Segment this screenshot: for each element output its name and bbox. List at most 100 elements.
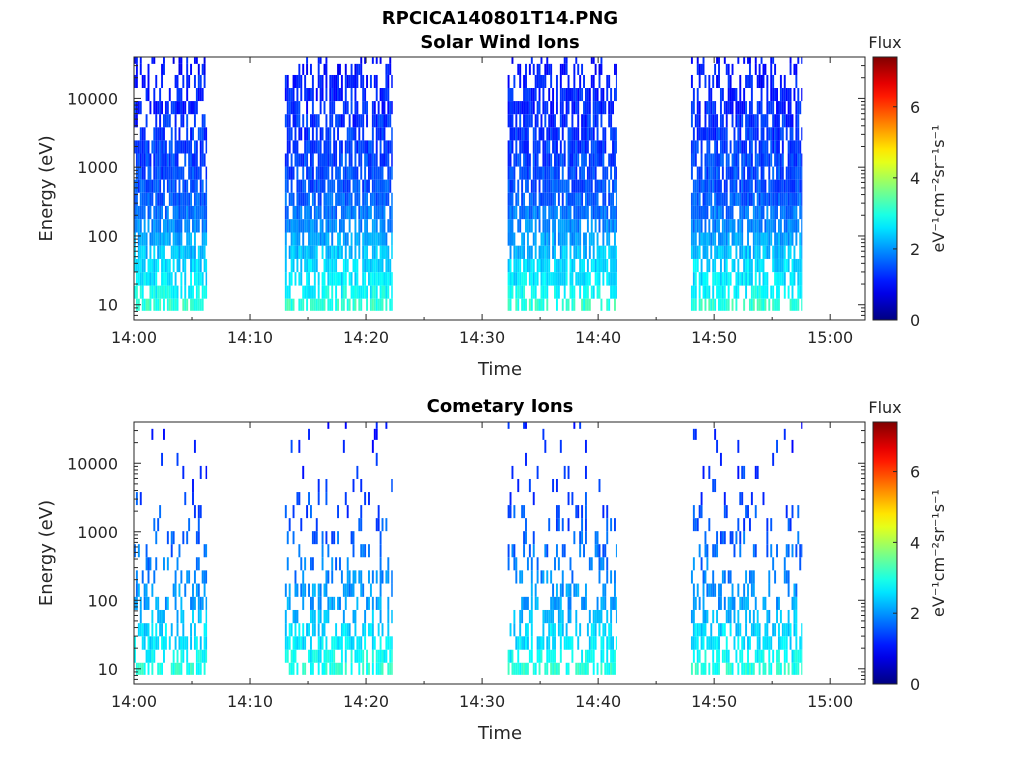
flux-cell [729,74,732,89]
flux-cell [342,298,345,311]
flux-cell [290,439,293,453]
flux-cell [538,636,541,650]
flux-cell [581,179,584,193]
flux-cell [748,74,751,89]
flux-cell [184,272,187,286]
flux-cell [525,166,527,180]
flux-cell [565,245,568,259]
flux-cell [309,649,312,663]
flux-cell [598,153,601,167]
flux-cell [197,127,200,141]
flux-cell [721,623,724,637]
flux-cell [201,219,204,233]
flux-cell [725,101,728,115]
flux-cell [161,245,164,259]
flux-cell [602,192,605,206]
flux-cell [176,101,179,115]
flux-cell [577,88,580,102]
flux-cell [575,205,578,220]
flux-cell [614,518,616,532]
flux-cell [555,272,558,286]
flux-cell [284,114,287,128]
flux-cell [534,74,537,89]
flux-cell [195,662,198,675]
flux-cell [521,179,524,193]
flux-cell [764,219,767,233]
flux-cell [190,153,193,167]
flux-cell [311,88,314,102]
flux-cell [571,114,574,128]
flux-cell [139,101,142,115]
flux-cell [134,544,136,558]
flux-cell [723,232,726,246]
flux-cell [199,636,202,650]
flux-cell [696,518,699,532]
flux-cell [174,596,177,610]
flux-cell [528,219,531,233]
flux-cell [590,205,593,220]
flux-cell [331,298,334,311]
flux-cell [517,285,520,299]
flux-cell [781,166,784,180]
flux-cell [745,114,748,128]
flux-cell [600,557,603,571]
flux-cell [368,272,370,286]
flux-cell [157,219,160,233]
flux-cell [290,272,293,286]
flux-cell [528,272,531,286]
flux-cell [741,272,744,286]
flux-cell [507,166,510,180]
flux-cell [528,192,531,206]
flux-cell [747,219,749,233]
flux-cell [548,63,551,75]
flux-cell [548,88,551,102]
flux-cell [534,232,537,246]
flux-cell [766,609,769,624]
flux-cell [733,258,736,273]
flux-cell [615,219,617,233]
flux-cell [614,232,616,246]
flux-cell [750,258,753,273]
flux-cell [610,662,613,675]
flux-cell [296,609,299,624]
flux-cell [201,245,204,259]
flux-cell [745,192,748,206]
flux-cell [176,258,179,273]
flux-cell [760,140,763,154]
flux-cell [750,127,753,141]
flux-cell [588,192,591,206]
flux-cell [573,422,576,429]
flux-cell [161,127,164,141]
flux-cell [727,298,730,311]
flux-cell [325,63,328,75]
flux-cell [596,285,599,299]
flux-cell [337,272,339,286]
flux-cell [323,662,326,675]
flux-cell [756,649,759,663]
flux-cell [573,88,576,102]
flux-cell [563,636,566,650]
flux-cell [606,531,609,545]
flux-cell [284,166,287,180]
flux-cell [747,127,749,141]
flux-cell [333,88,336,102]
x-tick-label: 14:20 [343,692,389,711]
flux-cell [521,636,524,650]
flux-cell [195,298,198,311]
flux-cell [178,219,181,233]
flux-cell [286,153,289,167]
flux-cell [344,63,347,75]
flux-cell [785,192,788,206]
flux-cell [348,153,351,167]
flux-cell [180,649,183,663]
flux-cell [358,192,361,206]
flux-cell [151,623,154,637]
flux-cell [308,583,310,597]
flux-cell [163,649,165,663]
flux-cell [700,63,703,75]
flux-cell [793,245,796,259]
flux-cell [371,623,374,637]
flux-cell [373,219,376,233]
flux-cell [747,636,749,650]
flux-cell [596,245,599,259]
